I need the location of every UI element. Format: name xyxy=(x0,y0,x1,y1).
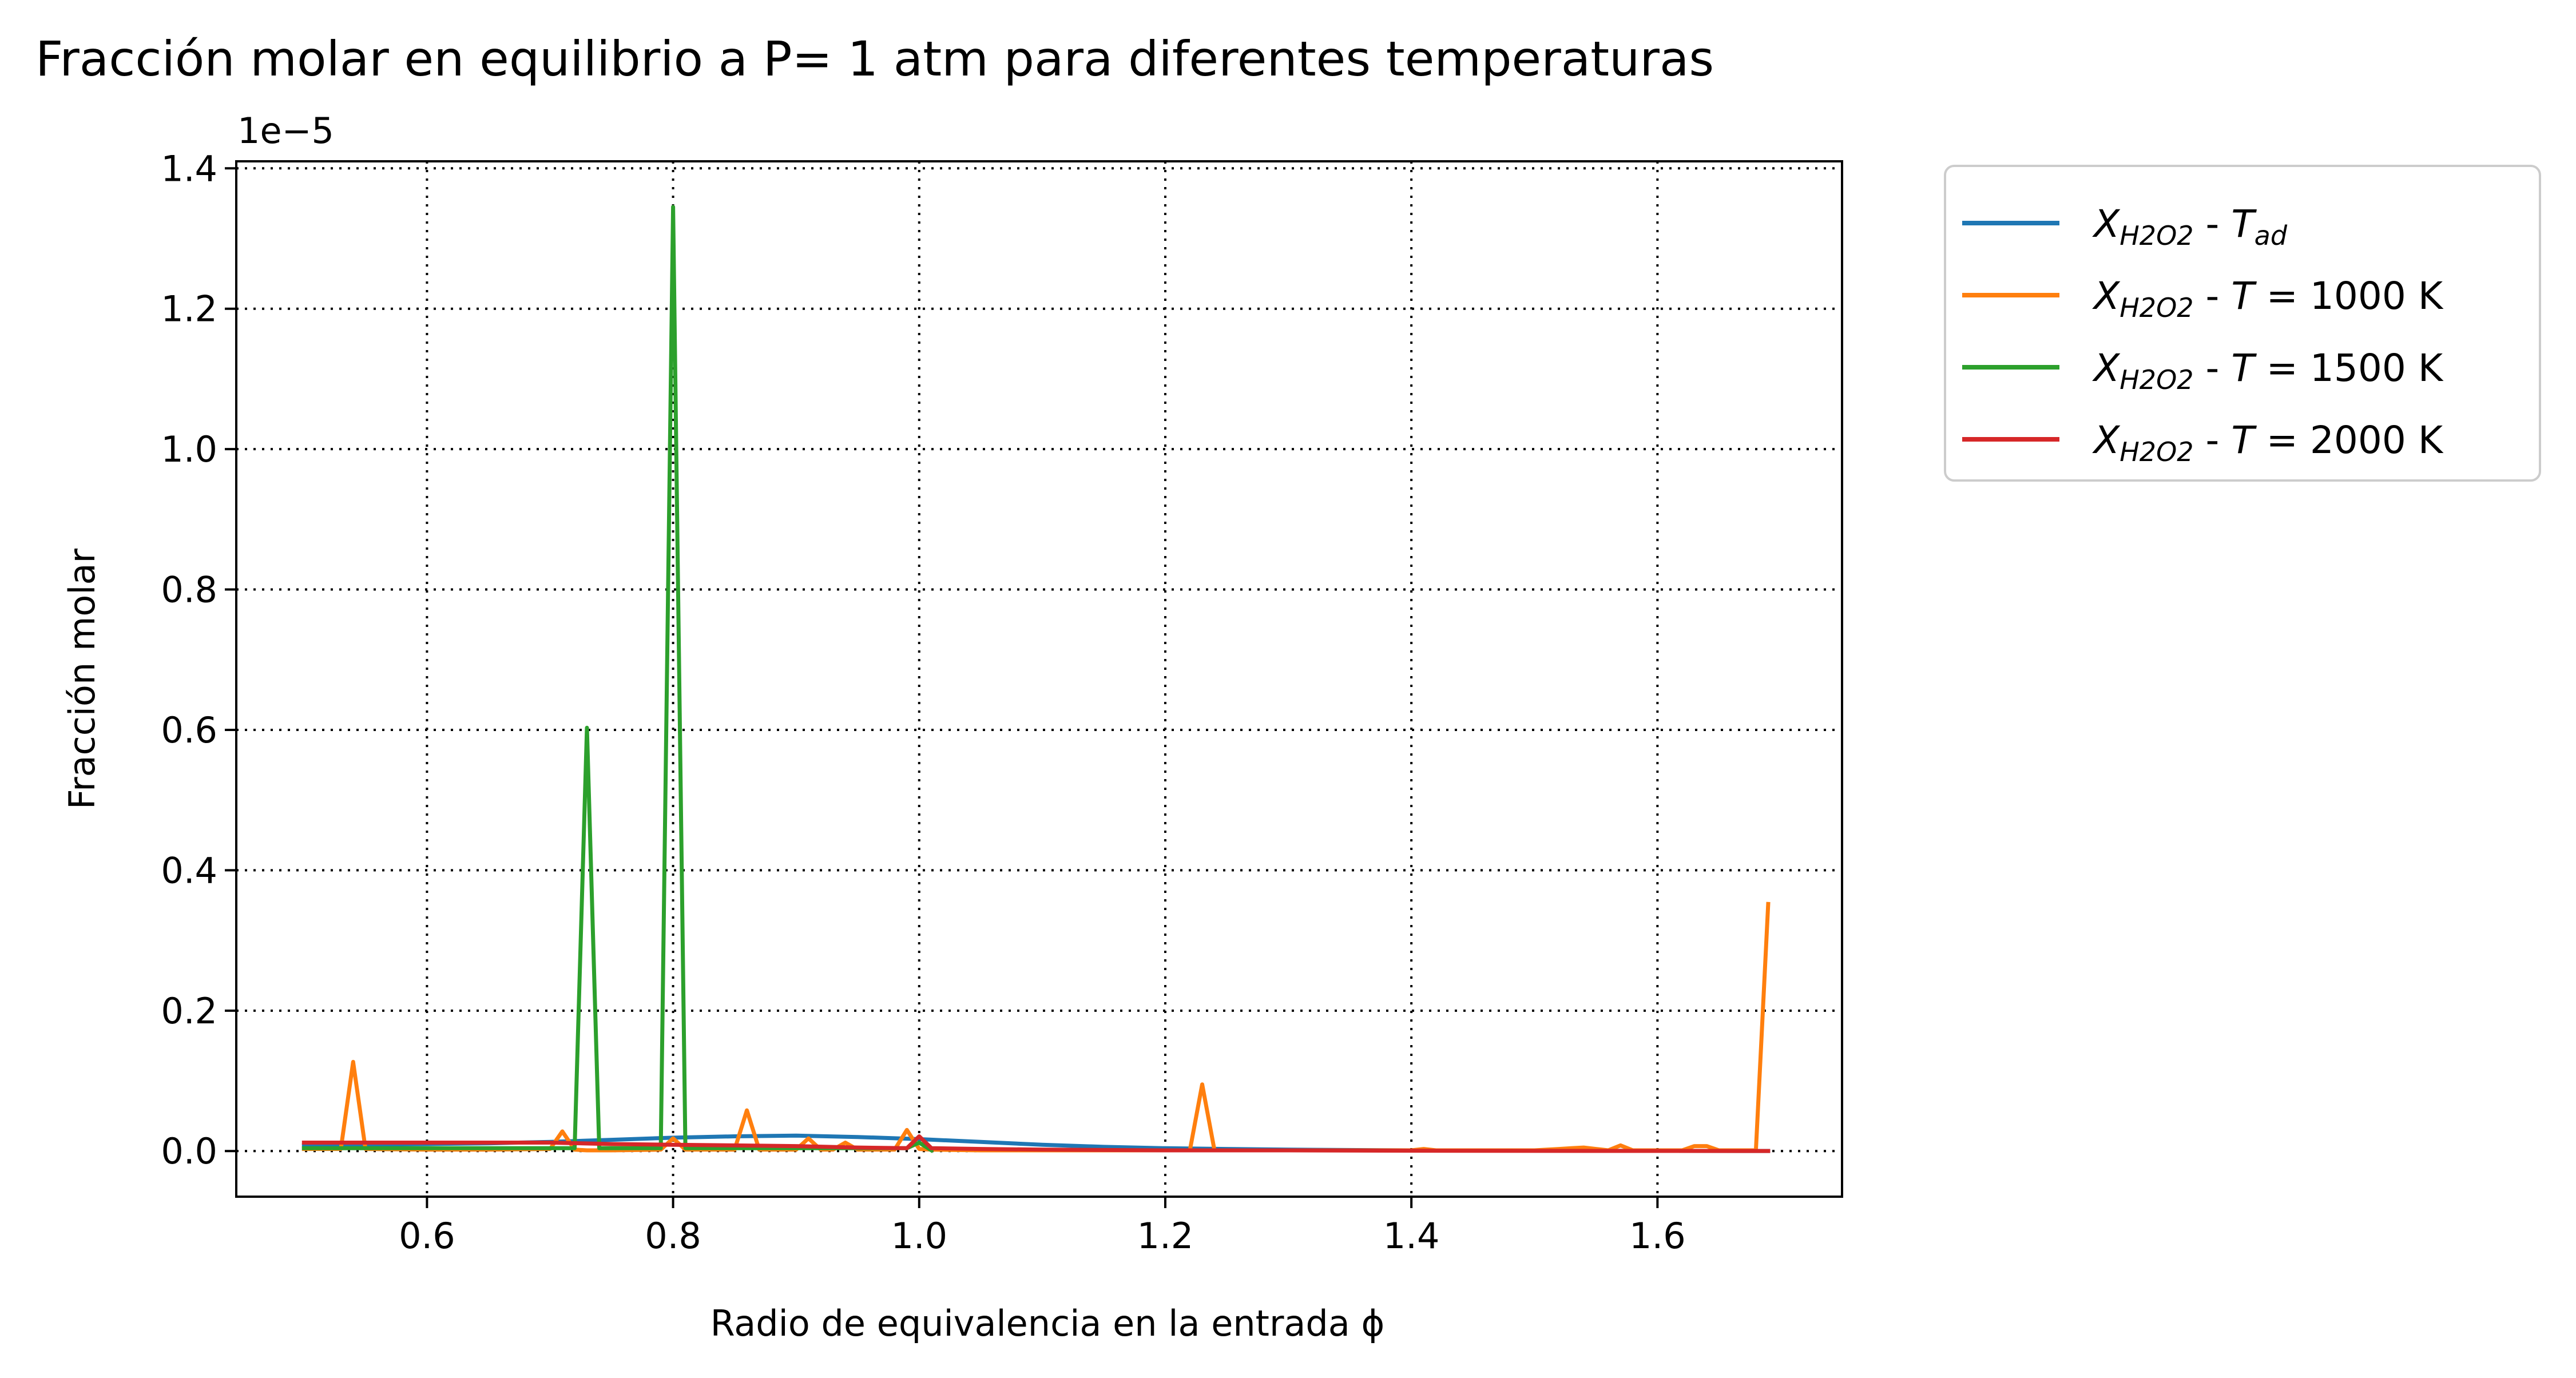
y-axis-ticks: 0.0 0.2 0.4 0.6 0.8 1.0 1.2 1.4 xyxy=(161,148,236,1172)
x-tick-label: 1.0 xyxy=(891,1215,947,1257)
grid-lines xyxy=(236,161,1842,1197)
x-axis-label: Radio de equivalencia en la entrada ϕ xyxy=(711,1302,1385,1344)
series-line-4 xyxy=(301,1134,1771,1153)
y-tick-label: 1.2 xyxy=(161,288,217,330)
y-tick-label: 0.0 xyxy=(161,1130,217,1172)
y-tick-label: 0.8 xyxy=(161,569,217,611)
x-axis-ticks: 0.6 0.8 1.0 1.2 1.4 1.6 xyxy=(399,1197,1686,1257)
x-tick-label: 0.6 xyxy=(399,1215,455,1257)
legend-label-4: XH2O2 - T = 2000 K xyxy=(2092,418,2444,467)
legend-label-2: XH2O2 - T = 1000 K xyxy=(2092,274,2444,323)
series-lines xyxy=(301,205,1771,1153)
series-line-3 xyxy=(301,205,935,1153)
x-tick-label: 1.6 xyxy=(1629,1215,1686,1257)
x-tick-label: 0.8 xyxy=(645,1215,701,1257)
legend-box xyxy=(1944,165,2541,482)
y-tick-label: 0.2 xyxy=(161,990,217,1032)
y-tick-label: 0.4 xyxy=(161,849,217,891)
chart-title: Fracción molar en equilibrio a P= 1 atm … xyxy=(35,31,1714,87)
x-tick-label: 1.4 xyxy=(1383,1215,1440,1257)
legend: XH2O2 - Tad XH2O2 - T = 1000 K XH2O2 - T =… xyxy=(1944,165,2541,482)
legend-label-1: XH2O2 - Tad xyxy=(2092,202,2288,251)
legend-label-3: XH2O2 - T = 1500 K xyxy=(2092,346,2444,395)
y-tick-label: 1.0 xyxy=(161,428,217,470)
legend-items: XH2O2 - Tad XH2O2 - T = 1000 K XH2O2 - T =… xyxy=(1962,202,2444,467)
axes-frame xyxy=(235,160,1843,1198)
y-axis-label: Fracción molar xyxy=(61,548,103,809)
y-tick-label: 0.6 xyxy=(161,709,217,751)
y-axis-offset-text: 1e−5 xyxy=(237,110,334,152)
series-line-2 xyxy=(301,902,1771,1153)
x-tick-label: 1.2 xyxy=(1137,1215,1194,1257)
y-tick-label: 1.4 xyxy=(161,148,217,189)
